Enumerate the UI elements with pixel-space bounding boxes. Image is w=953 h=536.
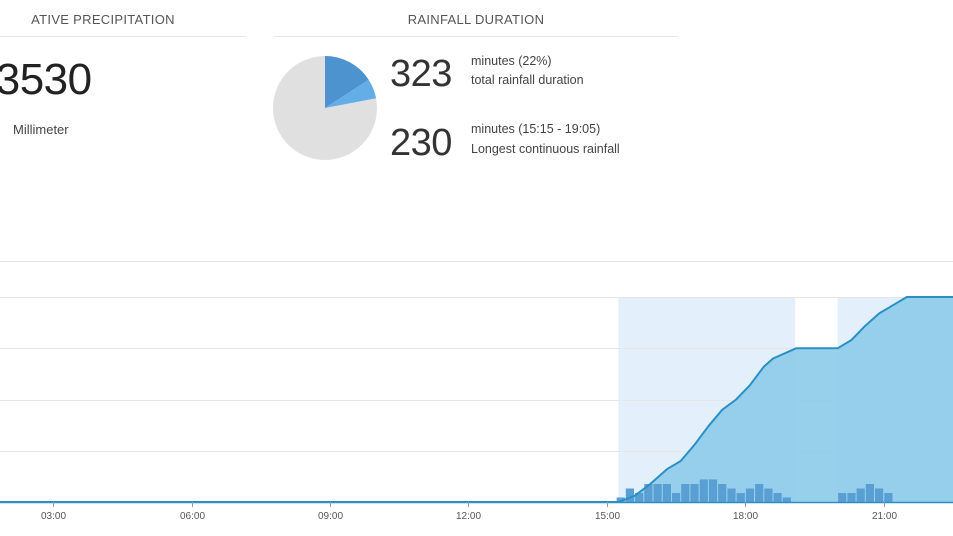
cumulative-precipitation-divider — [0, 36, 246, 37]
rainfall-duration-pie — [273, 56, 377, 160]
intensity-bar — [856, 488, 865, 502]
intensity-bar — [708, 479, 718, 502]
intensity-bar — [745, 488, 754, 502]
longest-rainfall-minutes: 230 — [390, 122, 452, 164]
intensity-bar — [625, 488, 634, 502]
intensity-bar — [690, 484, 699, 502]
intensity-bar — [662, 484, 671, 502]
intensity-bar — [635, 493, 644, 502]
intensity-bar — [847, 493, 856, 502]
x-tick-label: 06:00 — [180, 511, 205, 522]
total-rainfall-detail: minutes (22%) — [471, 54, 552, 68]
total-rainfall-minutes: 323 — [390, 53, 452, 95]
rainfall-duration-divider — [274, 36, 678, 37]
cumulative-precipitation-value: .3530 — [0, 55, 92, 104]
longest-rainfall-detail: minutes (15:15 - 19:05) — [471, 122, 601, 136]
intensity-bar — [764, 488, 773, 502]
x-axis-ticks: 03:00 06:00 09:00 12:00 15:00 18:00 21:00 — [0, 501, 953, 522]
pie-slice-rain — [325, 56, 369, 108]
x-tick-label: 18:00 — [733, 511, 758, 522]
intensity-bar — [782, 497, 791, 502]
x-tick-label: 09:00 — [318, 511, 343, 522]
cumulative-area-fill — [0, 297, 953, 502]
intensity-bar — [672, 493, 681, 502]
pie-slice-rain-continuous — [325, 79, 377, 108]
intensity-bars — [616, 479, 893, 502]
intensity-bar — [644, 484, 653, 502]
intensity-bar — [736, 493, 745, 502]
cumulative-area — [0, 297, 953, 502]
intensity-bar — [875, 488, 884, 502]
rainfall-duration-title: RAINFALL DURATION — [407, 12, 545, 27]
intensity-bar — [838, 493, 847, 502]
intensity-bar — [884, 493, 893, 502]
intensity-bar — [718, 484, 727, 502]
intensity-bar — [616, 497, 625, 502]
intensity-bar — [865, 484, 874, 502]
x-tick-label: 03:00 — [41, 511, 66, 522]
longest-rainfall-label: Longest continuous rainfall — [471, 142, 620, 156]
x-tick-label: 12:00 — [456, 511, 481, 522]
cumulative-precipitation-title: ATIVE PRECIPITATION — [31, 12, 175, 27]
intensity-bar — [773, 493, 782, 502]
intensity-bar — [699, 479, 708, 502]
intensity-bar — [681, 484, 690, 502]
cumulative-line-path — [0, 296, 953, 503]
total-rainfall-label: total rainfall duration — [471, 73, 584, 87]
intensity-bar — [727, 488, 736, 502]
precipitation-chart: 03:00 06:00 09:00 12:00 15:00 18:00 21:00 — [0, 261, 953, 522]
x-tick-label: 15:00 — [595, 511, 620, 522]
x-tick-label: 21:00 — [872, 511, 897, 522]
intensity-bar — [755, 484, 764, 502]
intensity-bar — [653, 484, 662, 502]
cumulative-precipitation-unit: Millimeter — [13, 122, 69, 137]
cumulative-line — [0, 296, 953, 503]
